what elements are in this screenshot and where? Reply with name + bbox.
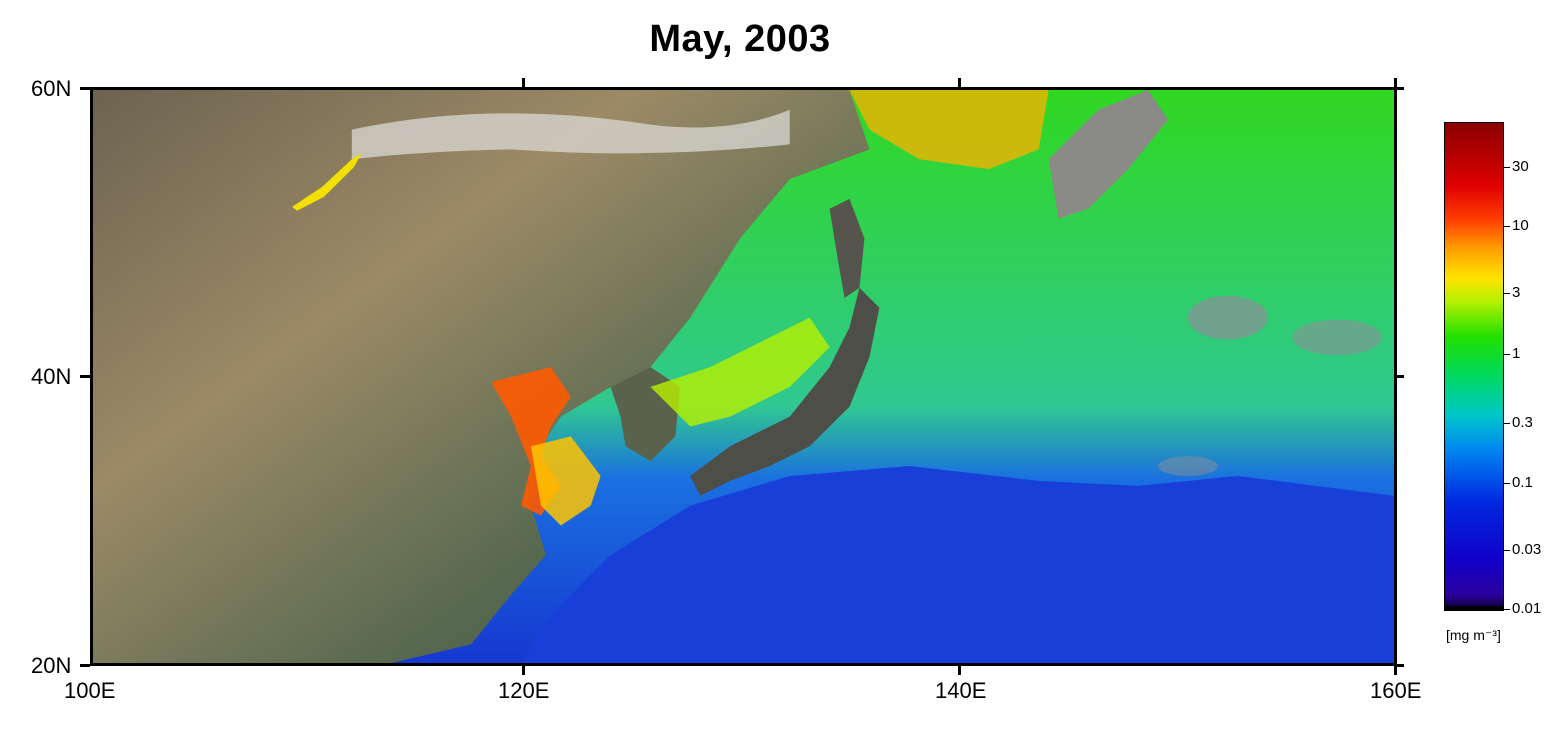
colorbar-label-0-01: 0.01 [1512, 600, 1542, 617]
tick-top-120e [522, 78, 525, 88]
colorbar-tick [1504, 550, 1510, 551]
tick-right-40n [1396, 375, 1404, 378]
oligotrophic-ocean [521, 466, 1394, 663]
colorbar-tick [1504, 609, 1510, 610]
japan-islands [690, 287, 880, 496]
kamchatka-peninsula [1048, 90, 1169, 219]
tick-bottom-120e [522, 665, 525, 675]
colorbar-unit: [mg m⁻³] [1446, 627, 1501, 643]
colorbar-tick [1504, 483, 1510, 484]
okhotsk-bloom [849, 90, 1049, 170]
asian-continent [93, 90, 870, 663]
chlorophyll-map [90, 87, 1397, 666]
lon-label-100e: 100E [64, 678, 116, 703]
lake-baikal [292, 153, 362, 211]
tick-left-40n [80, 375, 90, 378]
colorbar [1444, 122, 1504, 610]
tick-left-20n [80, 664, 90, 667]
lon-label-140e: 140E [935, 678, 987, 703]
lat-label-20n: 20N [31, 653, 72, 678]
lat-label-60n: 60N [31, 76, 72, 101]
tick-top-160e [1394, 78, 1397, 88]
cloud-patch [1292, 319, 1383, 356]
lon-label-120e: 120E [498, 678, 550, 703]
lon-label-160e: 160E [1370, 678, 1422, 703]
colorbar-tick [1504, 226, 1510, 227]
tick-top-140e [958, 78, 961, 88]
sea-of-japan [650, 317, 830, 427]
map-image [93, 90, 1394, 663]
colorbar-tick [1504, 293, 1510, 294]
snow-cover [351, 109, 790, 160]
cloud-patch [1187, 295, 1268, 340]
sakhalin-island [829, 198, 865, 298]
colorbar-label-0-1: 0.1 [1512, 474, 1533, 491]
east-china-sea-bloom [530, 436, 601, 526]
tick-right-20n [1396, 664, 1404, 667]
colorbar-tick [1504, 423, 1510, 424]
cloud-patch [1158, 456, 1218, 476]
tick-bottom-160e [1394, 665, 1397, 675]
map-title: May, 2003 [649, 18, 831, 60]
colorbar-base [1444, 606, 1504, 611]
colorbar-label-0-03: 0.03 [1512, 541, 1542, 558]
colorbar-tick [1504, 354, 1510, 355]
colorbar-label-3: 3 [1512, 284, 1521, 301]
colorbar-tick [1504, 167, 1510, 168]
tick-left-60n [80, 87, 90, 90]
colorbar-label-0-3: 0.3 [1512, 414, 1533, 431]
tick-bottom-140e [958, 665, 961, 675]
tick-right-60n [1396, 87, 1404, 90]
colorbar-label-30: 30 [1512, 158, 1529, 175]
colorbar-label-10: 10 [1512, 217, 1529, 234]
lat-label-40n: 40N [31, 364, 72, 389]
colorbar-label-1: 1 [1512, 345, 1521, 362]
